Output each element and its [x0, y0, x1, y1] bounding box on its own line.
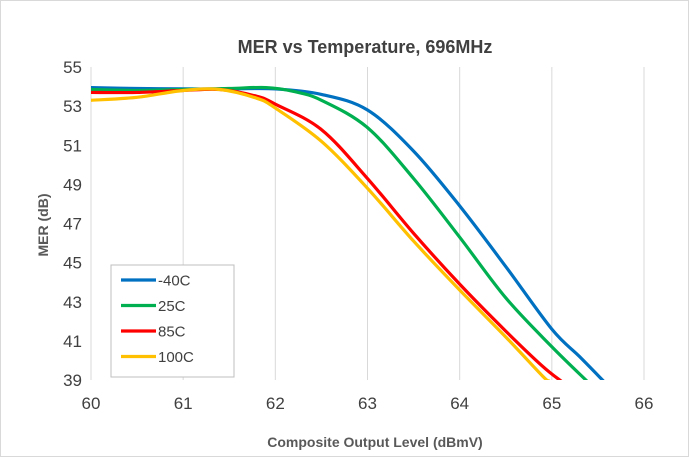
x-tick-label: 61: [174, 394, 193, 413]
y-tick-label: 39: [63, 371, 82, 390]
y-tick-label: 53: [63, 97, 82, 116]
x-tick-label: 65: [542, 394, 561, 413]
y-tick-label: 47: [63, 215, 82, 234]
legend-label-25c: 25C: [158, 298, 186, 315]
x-axis-title: Composite Output Level (dBmV): [267, 434, 482, 450]
legend-box: [110, 264, 235, 378]
y-tick-label: 45: [63, 254, 82, 273]
series-line-100c: [91, 87, 551, 380]
x-tick-label: 62: [266, 394, 285, 413]
legend-label-85c: 85C: [158, 324, 186, 341]
x-tick-label: 60: [82, 394, 101, 413]
y-tick-label: 49: [63, 175, 82, 194]
y-tick-label: 51: [63, 136, 82, 155]
x-tick-label: 64: [450, 394, 469, 413]
y-tick-label: 55: [63, 58, 82, 77]
x-tick-label: 66: [635, 394, 654, 413]
y-tick-label: 43: [63, 293, 82, 312]
legend-label-100c: 100C: [158, 349, 194, 366]
legend-label-40c: -40C: [158, 273, 191, 290]
x-tick-label: 63: [358, 394, 377, 413]
y-axis-title: MER (dB): [35, 194, 51, 257]
chart-title: MER vs Temperature, 696MHz: [238, 37, 493, 57]
y-tick-label: 41: [63, 332, 82, 351]
